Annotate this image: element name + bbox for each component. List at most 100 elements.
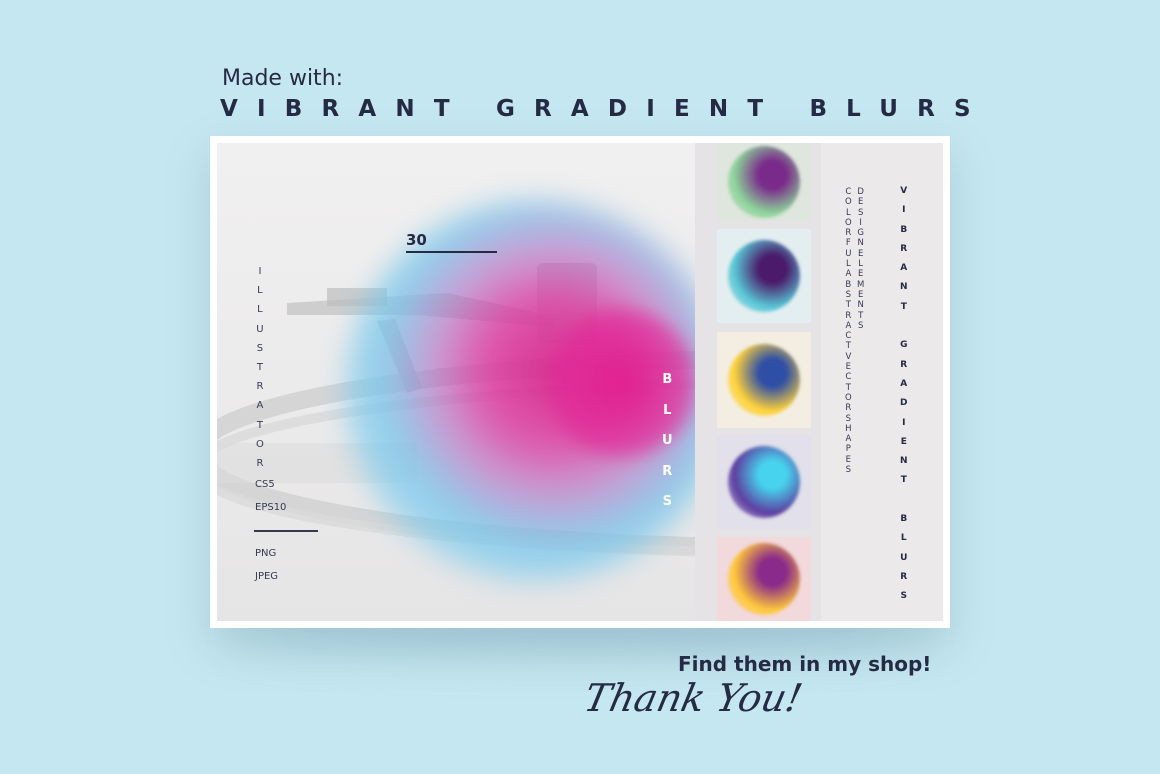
vertical-letter: N	[857, 238, 864, 249]
vertical-letter: S	[662, 494, 672, 509]
vertical-letter: B	[662, 372, 673, 387]
blur-count: 30	[406, 231, 427, 249]
vertical-letter: U	[845, 248, 852, 259]
vertical-letter: F	[845, 238, 851, 249]
vertical-letter: E	[900, 436, 907, 447]
vertical-letter: B	[845, 279, 852, 290]
vertical-letter: R	[845, 310, 852, 321]
vertical-letter: M	[857, 279, 865, 290]
vertical-letter: R	[256, 457, 264, 469]
vertical-letter: U	[662, 433, 673, 448]
vertical-letter: T	[845, 341, 851, 352]
vertical-letter: C	[845, 331, 852, 342]
vertical-letter: S	[845, 413, 852, 424]
thank-you-signature: Thank You!	[580, 676, 807, 720]
vertical-letter: I	[859, 217, 862, 228]
vertical-letter: N	[857, 300, 864, 311]
vertical-letter: A	[256, 400, 264, 412]
vertical-letter: E	[857, 248, 864, 259]
format-eps10: EPS10	[255, 502, 287, 513]
vertical-letter: E	[857, 269, 864, 280]
blur-thumbnail	[717, 435, 811, 529]
thumbnail-strip	[695, 143, 821, 621]
gradient-blur-core	[547, 308, 695, 458]
vertical-letter: N	[900, 456, 908, 467]
vertical-letter: G	[900, 340, 908, 351]
vertical-letter: T	[256, 361, 263, 373]
vertical-letter: S	[857, 320, 864, 331]
vertical-letter: O	[845, 217, 852, 228]
thumbnail-orb	[728, 543, 800, 615]
vertical-letter: R	[256, 381, 264, 393]
vertical-letter: A	[845, 320, 852, 331]
vertical-letter: D	[900, 398, 908, 409]
vertical-letter: H	[845, 423, 852, 434]
vertical-letter: T	[256, 419, 263, 431]
vertical-letter: S	[256, 342, 264, 354]
vertical-letter: B	[900, 514, 908, 525]
vertical-letter: I	[902, 417, 906, 428]
vertical-letter: T	[845, 382, 851, 393]
vertical-letter: R	[845, 228, 852, 239]
vertical-letter: L	[663, 402, 672, 418]
vertical-letter: L	[257, 285, 263, 297]
vertical-letter: O	[845, 197, 852, 208]
blur-thumbnail	[717, 332, 811, 428]
vertical-letter: L	[900, 533, 907, 544]
vertical-letter: R	[845, 403, 852, 414]
vertical-letter: S	[845, 465, 852, 476]
vertical-letter: A	[845, 434, 852, 445]
vertical-letter: V	[900, 186, 908, 196]
vertical-letter: O	[256, 438, 264, 450]
vertical-letter: G	[857, 228, 864, 239]
format-cs5: CS5	[255, 479, 275, 490]
vertical-letter: C	[845, 187, 852, 197]
vertical-letter: N	[900, 282, 908, 293]
vertical-letter: L	[858, 259, 864, 270]
vertical-letter: T	[858, 310, 864, 321]
vertical-letter: A	[900, 263, 908, 274]
vertical-letter	[902, 322, 905, 341]
vertical-letter: P	[845, 444, 851, 455]
made-with-label: Made with:	[222, 66, 344, 91]
vertical-letter: U	[256, 323, 264, 335]
vertical-letter: E	[857, 197, 864, 208]
vertical-letter: T	[845, 300, 851, 311]
format-divider	[254, 530, 318, 532]
vertical-letter: O	[845, 392, 852, 403]
thumbnail-orb	[728, 240, 800, 312]
vertical-letter: L	[845, 259, 851, 270]
vertical-letter: R	[662, 463, 673, 479]
vertical-letter: E	[857, 289, 864, 300]
vertical-letter: A	[845, 269, 852, 280]
vertical-letter: U	[900, 552, 908, 563]
vertical-letter: T	[900, 475, 907, 486]
blur-thumbnail	[717, 537, 811, 621]
vertical-letter: E	[845, 454, 852, 465]
vertical-letter: R	[900, 243, 908, 254]
vertical-letter: R	[900, 359, 908, 370]
vertical-letter: C	[845, 372, 852, 383]
thumbnail-orb	[728, 146, 800, 218]
vertical-letter: I	[258, 266, 262, 277]
product-title: VIBRANT GRADIENT BLURS	[220, 96, 990, 122]
vertical-letter: I	[902, 205, 906, 216]
format-png: PNG	[255, 548, 277, 559]
format-jpeg: JPEG	[255, 571, 279, 582]
vertical-letter: S	[857, 207, 864, 218]
vertical-letter: S	[845, 289, 852, 300]
blur-thumbnail	[717, 143, 811, 221]
vertical-letter: D	[857, 187, 864, 197]
vertical-letter	[902, 496, 905, 515]
vertical-letter: L	[257, 304, 263, 316]
shop-callout: Find them in my shop!	[678, 652, 932, 676]
